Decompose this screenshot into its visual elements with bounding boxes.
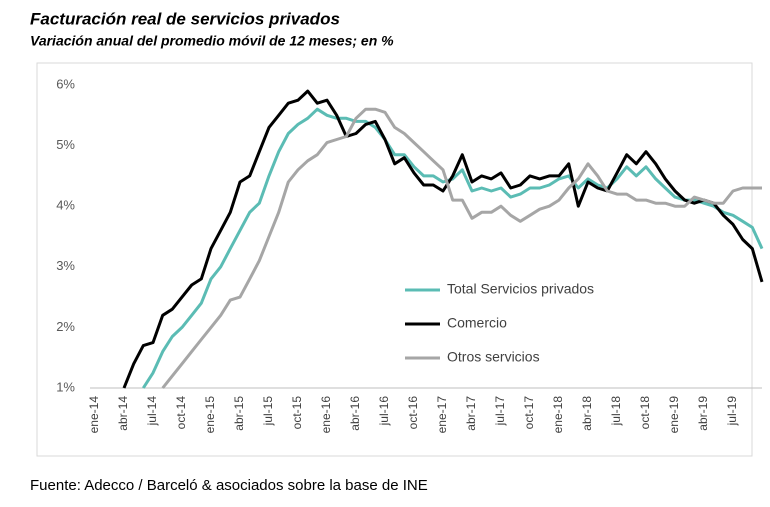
y-tick-label: 5%	[56, 137, 75, 152]
x-tick-label: ene-16	[319, 396, 333, 434]
x-tick-label: abr-14	[116, 396, 130, 431]
x-tick-label: abr-19	[696, 396, 710, 431]
x-tick-label: jul-19	[725, 396, 739, 427]
x-tick-label: ene-14	[87, 396, 101, 434]
y-tick-label: 4%	[56, 198, 75, 213]
x-tick-label: oct-16	[406, 396, 420, 430]
x-tick-label: jul-16	[377, 396, 391, 427]
y-tick-label: 3%	[56, 258, 75, 273]
legend-label: Comercio	[447, 315, 507, 331]
y-tick-label: 6%	[56, 76, 75, 91]
x-tick-label: abr-15	[232, 396, 246, 431]
source-note: Fuente: Adecco / Barceló & asociados sob…	[30, 477, 428, 494]
chart-title: Facturación real de servicios privados	[30, 9, 340, 28]
y-tick-label: 1%	[56, 379, 75, 394]
x-tick-label: ene-18	[551, 396, 565, 434]
x-tick-label: abr-17	[464, 396, 478, 431]
x-tick-label: jul-18	[609, 396, 623, 427]
series-line	[122, 89, 764, 389]
legend-label: Otros servicios	[447, 349, 540, 365]
x-tick-label: oct-15	[290, 396, 304, 430]
x-tick-label: ene-15	[203, 396, 217, 434]
x-tick-label: jul-14	[145, 396, 159, 427]
x-tick-label: ene-17	[435, 396, 449, 434]
x-tick-label: ene-19	[667, 396, 681, 434]
x-tick-label: jul-15	[261, 396, 275, 427]
series-line	[161, 107, 762, 389]
y-tick-label: 2%	[56, 319, 75, 334]
series-line	[142, 107, 764, 389]
x-tick-label: abr-18	[580, 396, 594, 431]
legend-label: Total Servicios privados	[447, 281, 594, 297]
chart-subtitle: Variación anual del promedio móvil de 12…	[30, 33, 394, 49]
x-tick-label: jul-17	[493, 396, 507, 427]
x-tick-label: oct-18	[638, 396, 652, 430]
x-tick-label: oct-17	[522, 396, 536, 430]
x-tick-label: abr-16	[348, 396, 362, 431]
x-tick-label: oct-14	[174, 396, 188, 430]
